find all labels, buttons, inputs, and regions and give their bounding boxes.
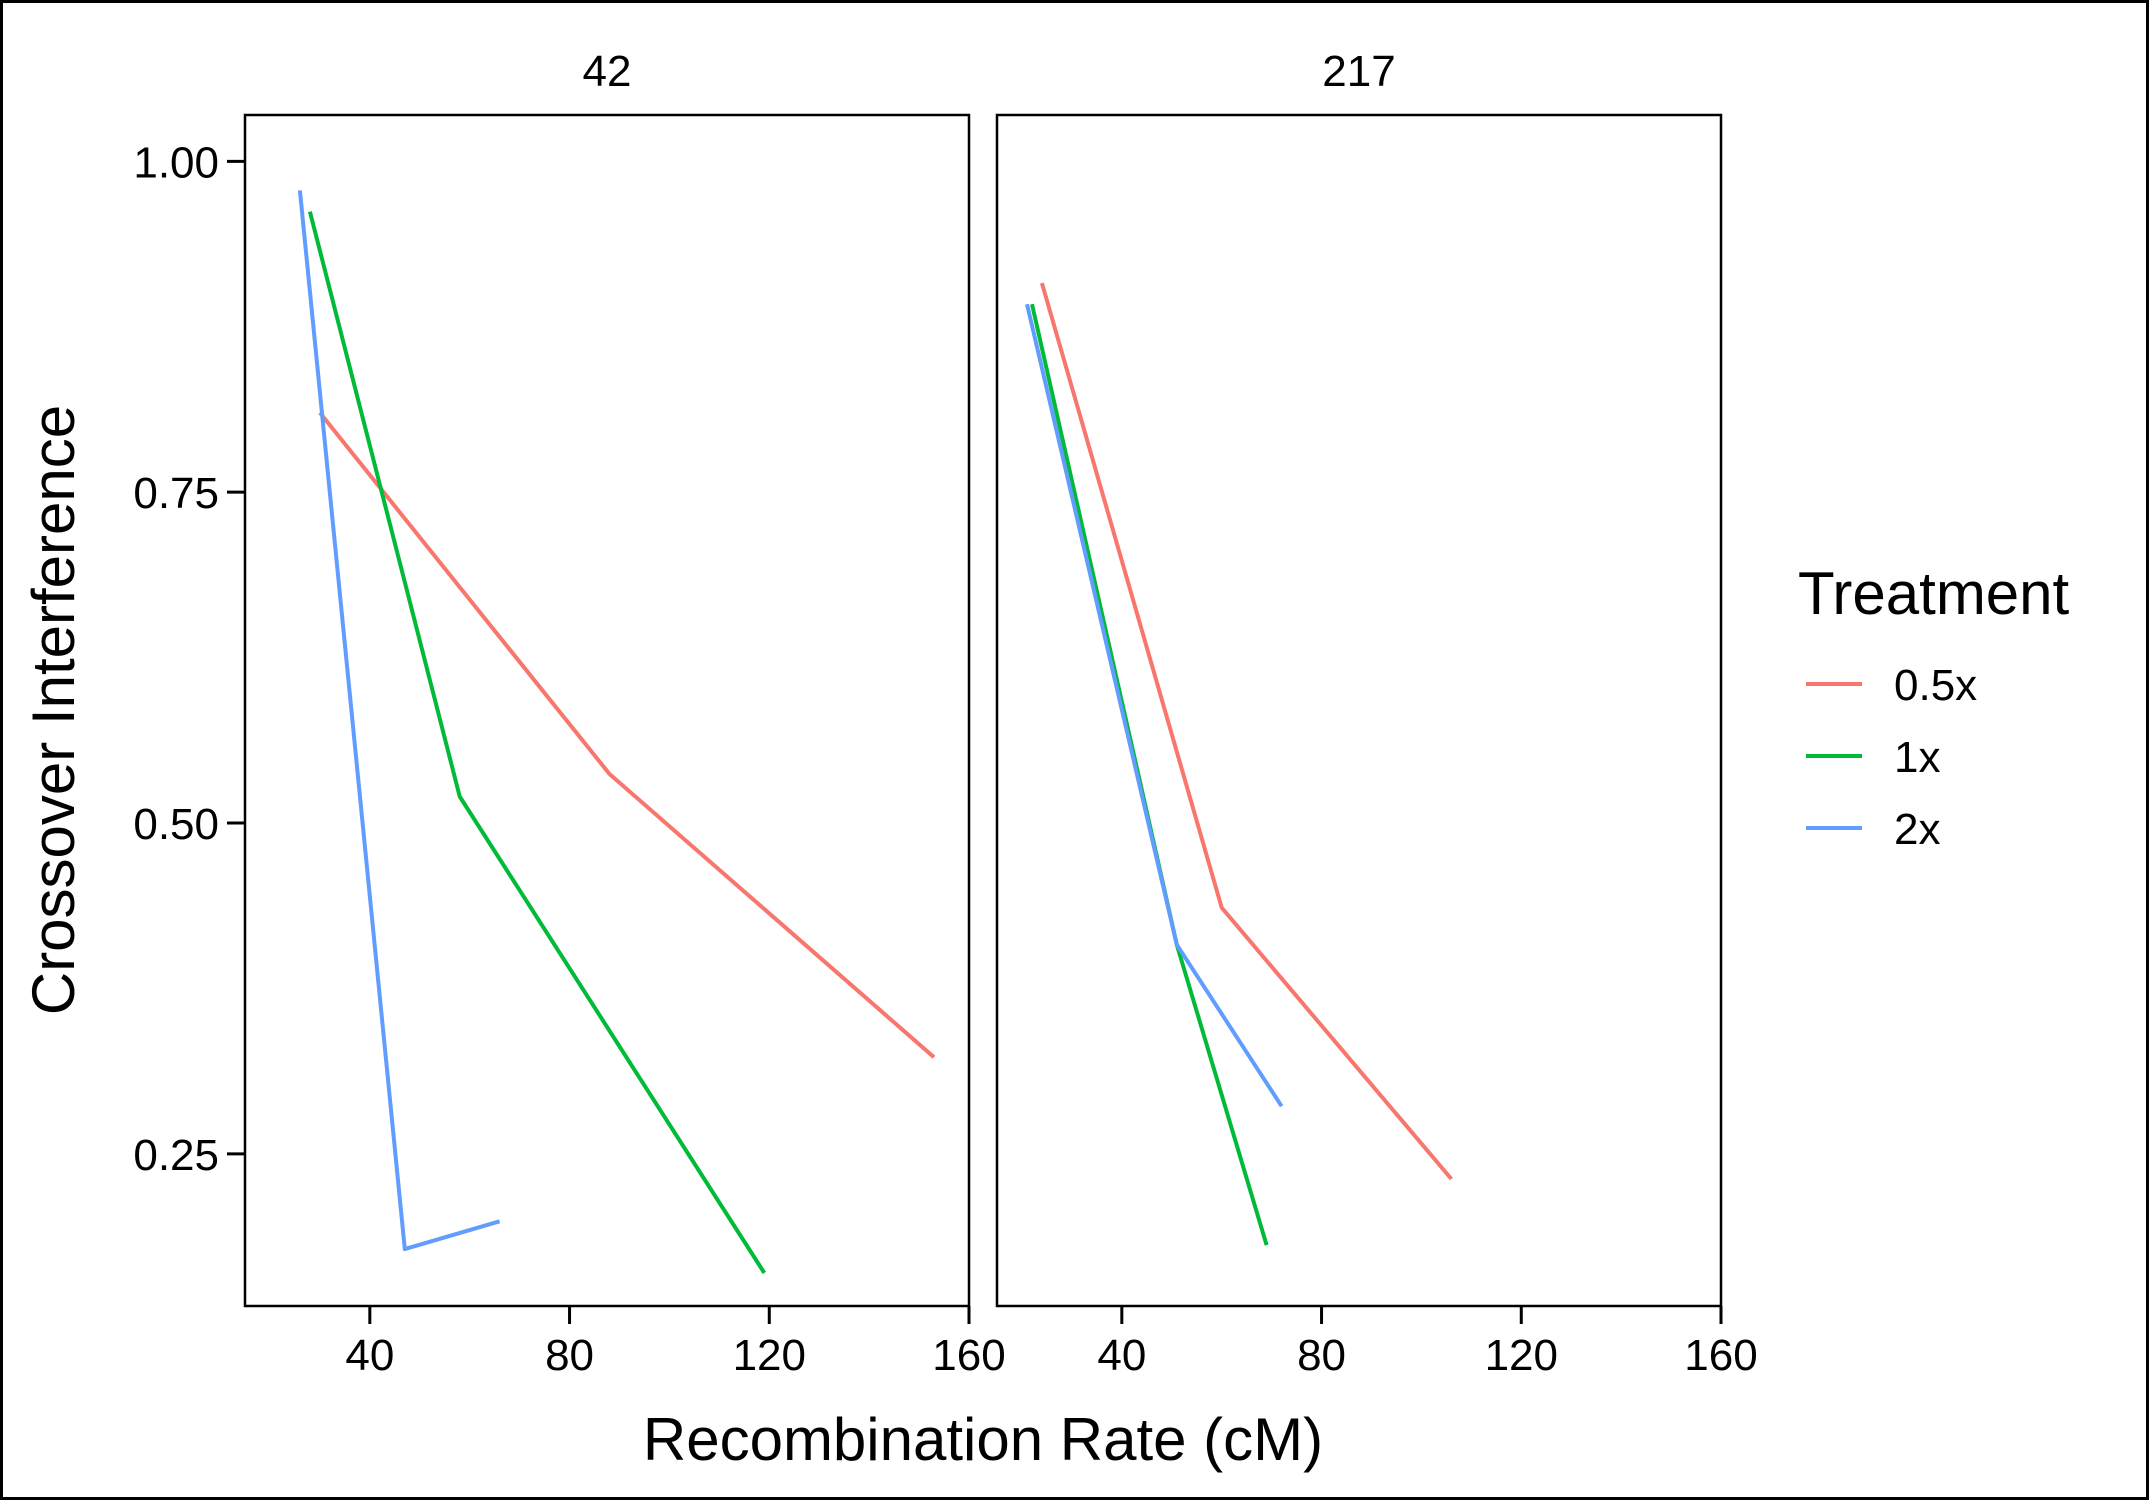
legend: Treatment 0.5x 1x 2x [1798, 560, 2070, 854]
x-tick-label: 160 [932, 1331, 1005, 1380]
legend-title: Treatment [1798, 560, 2070, 627]
x-tick-label: 120 [1485, 1331, 1558, 1380]
legend-label-2x: 2x [1894, 805, 1940, 854]
series-line-0.5x [1039, 282, 1453, 1181]
facet-title: 42 [583, 47, 632, 96]
x-tick-label: 40 [345, 1331, 394, 1380]
panel-0: 42 [243, 47, 971, 1308]
x-tick-label: 40 [1097, 1331, 1146, 1380]
y-tick-label: 0.25 [133, 1131, 219, 1180]
legend-label-1x: 1x [1894, 733, 1940, 782]
panel-frame [995, 113, 1723, 1308]
series-line-2x [1025, 303, 1284, 1108]
series-line-1x [307, 211, 766, 1274]
panel-frame [243, 113, 971, 1308]
legend-label-0.5x: 0.5x [1894, 661, 1977, 710]
series-line-0.5x [318, 411, 936, 1059]
y-tick-label: 1.00 [133, 138, 219, 187]
series-line-2x [297, 190, 501, 1252]
y-tick-label: 0.75 [133, 469, 219, 518]
facet-title: 217 [1322, 47, 1395, 96]
y-axis-title: Crossover Interference [20, 405, 87, 1015]
x-tick-label: 80 [1297, 1331, 1346, 1380]
axes-layer: 40 80 120 160 40 80 120 160 0.25 0.50 0.75 1.00 [133, 138, 1757, 1380]
y-tick-label: 0.50 [133, 800, 219, 849]
x-tick-label: 80 [545, 1331, 594, 1380]
panel-1: 217 [995, 47, 1723, 1308]
panels-layer: 42 217 [243, 47, 1723, 1308]
x-tick-label: 160 [1684, 1331, 1757, 1380]
x-axis-title: Recombination Rate (cM) [643, 1406, 1323, 1473]
x-tick-label: 120 [733, 1331, 806, 1380]
